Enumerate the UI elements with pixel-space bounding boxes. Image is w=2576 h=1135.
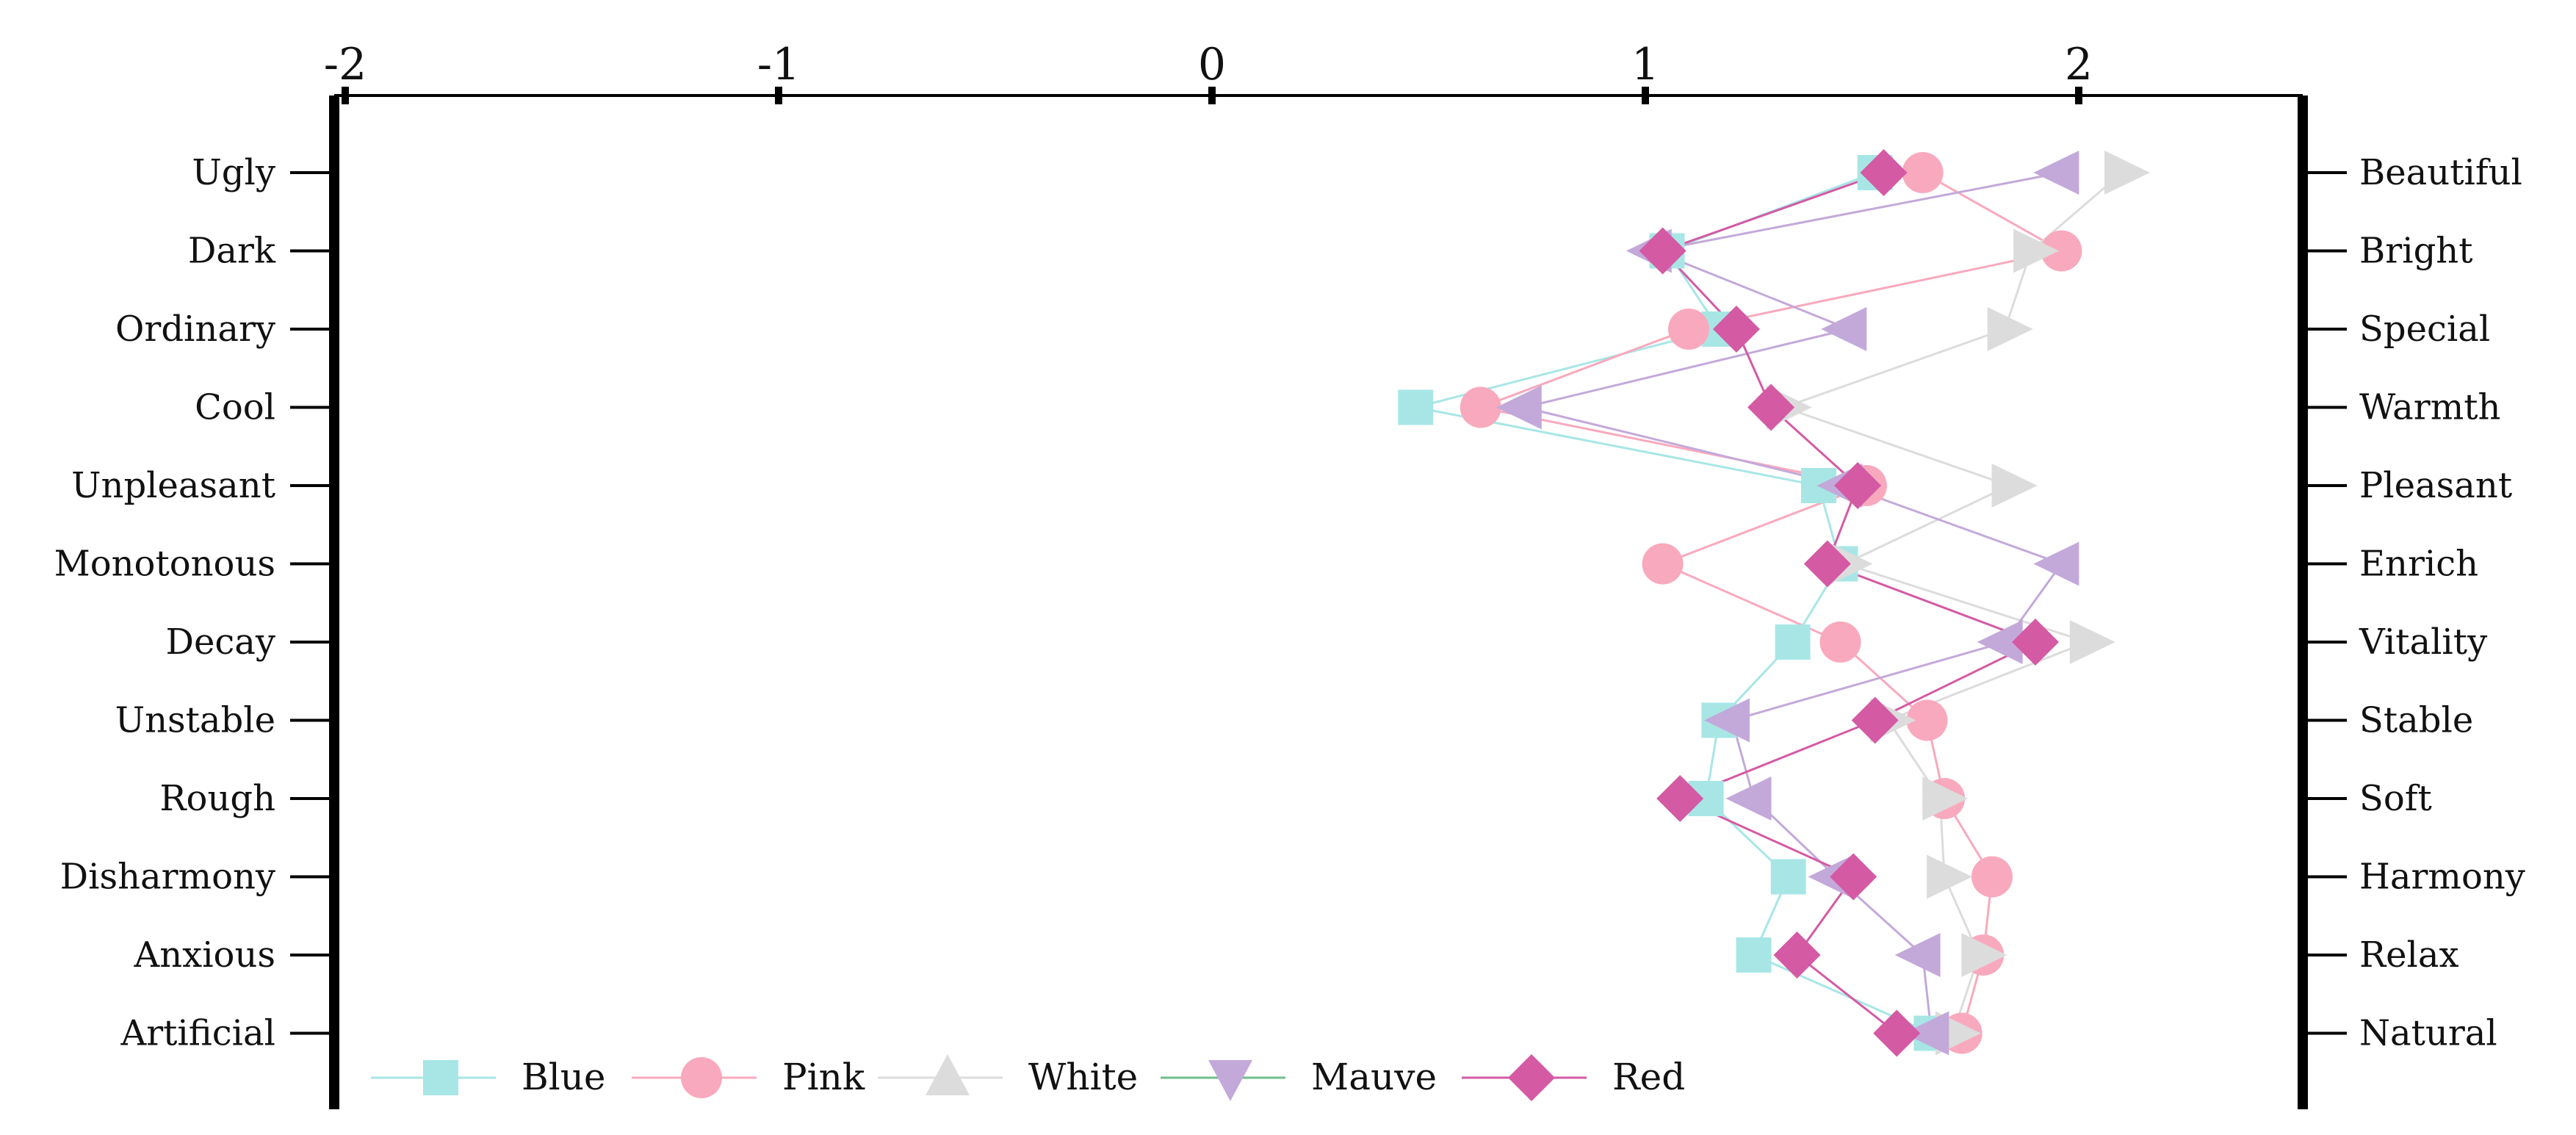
right-category-label: Soft	[2359, 778, 2432, 819]
data-point-white	[2104, 151, 2150, 195]
left-category-label: Ugly	[192, 152, 275, 193]
data-point-white	[1987, 307, 2033, 351]
legend: Blue Pink White Mauve Red	[371, 1054, 1685, 1101]
data-point-mauve	[1894, 933, 1941, 977]
series-line-mauve	[1523, 171, 2063, 1034]
left-category-label: Anxious	[134, 934, 275, 976]
data-point-blue	[1398, 389, 1434, 425]
legend-marker-white	[926, 1054, 970, 1095]
data-point-pink	[1819, 621, 1861, 663]
data-point-blue	[1770, 859, 1806, 895]
data-point-pink	[1971, 856, 2013, 898]
data-point-blue	[1775, 624, 1811, 660]
right-category-label: Bright	[2359, 231, 2473, 272]
legend-marker-blue	[423, 1060, 458, 1095]
left-category-label: Disharmony	[60, 857, 275, 898]
axes: -2 -1 0 1 2 Ugly Dark Ordinary Cool Unpleasant Mon…	[54, 39, 2525, 1109]
data-point-red	[2012, 619, 2059, 666]
data-point-white	[2069, 620, 2115, 664]
data-point-red	[1851, 696, 1899, 744]
data-point-blue	[1736, 937, 1772, 973]
data-point-red	[1639, 227, 1686, 275]
data-point-mauve	[1903, 1011, 1949, 1056]
legend-label-red: Red	[1612, 1056, 1685, 1098]
legend-label-mauve: Mauve	[1311, 1056, 1437, 1098]
legend-label-white: White	[1028, 1056, 1138, 1098]
data-point-pink	[1642, 543, 1684, 585]
left-category-label: Cool	[195, 387, 275, 428]
right-category-label: Natural	[2359, 1013, 2497, 1054]
right-category-label: Harmony	[2359, 857, 2525, 898]
right-category-label: Relax	[2359, 934, 2459, 976]
legend-marker-mauve	[1208, 1060, 1252, 1101]
data-point-pink	[1902, 152, 1944, 193]
series-line-blue	[1415, 171, 1933, 1034]
data-point-red	[1747, 383, 1795, 431]
data-point-white	[1991, 464, 2038, 508]
right-category-label: Beautiful	[2359, 152, 2522, 193]
series-lines	[1415, 171, 2123, 1034]
right-category-label: Warmth	[2359, 387, 2500, 428]
data-point-mauve	[1977, 620, 2023, 664]
data-point-pink	[2041, 230, 2082, 272]
data-point-red	[1773, 932, 1821, 979]
left-category-label: Unstable	[115, 700, 275, 741]
series-line-red	[1660, 171, 2038, 1034]
data-point-mauve	[2033, 541, 2079, 586]
data-point-red	[1656, 775, 1704, 822]
data-point-white	[1922, 777, 1969, 821]
x-tick-label: 0	[1198, 39, 1226, 90]
data-point-mauve	[1821, 307, 1867, 351]
right-category-label: Pleasant	[2359, 465, 2512, 506]
data-point-white	[1961, 933, 2007, 977]
data-point-pink	[1460, 386, 1501, 428]
right-category-label: Enrich	[2359, 544, 2478, 585]
data-point-red	[1803, 540, 1851, 588]
legend-label-blue: Blue	[522, 1056, 606, 1098]
data-point-white	[2013, 228, 2060, 273]
data-point-mauve	[1725, 777, 1772, 821]
x-tick-label: 2	[2065, 39, 2093, 90]
data-point-mauve	[1704, 698, 1750, 743]
series-line-white	[1781, 171, 2123, 1034]
series-line-pink	[1476, 171, 2065, 1034]
data-point-pink	[1668, 309, 1709, 350]
data-point-mauve	[1496, 385, 1542, 430]
legend-marker-pink	[681, 1057, 722, 1098]
left-category-label: Artificial	[120, 1013, 275, 1054]
legend-label-pink: Pink	[782, 1056, 865, 1098]
data-point-pink	[1906, 699, 1948, 741]
data-point-red	[1830, 853, 1877, 901]
data-point-red	[1860, 149, 1908, 196]
right-category-label: Stable	[2359, 700, 2473, 741]
right-category-label: Special	[2359, 309, 2490, 350]
legend-marker-red	[1508, 1054, 1555, 1101]
left-category-label: Decay	[165, 621, 275, 663]
left-category-label: Rough	[159, 778, 275, 819]
x-tick-label: -1	[757, 39, 800, 90]
data-point-red	[1834, 462, 1882, 509]
left-category-label: Monotonous	[54, 544, 275, 585]
x-tick-label: 1	[1631, 39, 1659, 90]
left-category-label: Dark	[188, 231, 276, 272]
x-tick-label: -2	[324, 39, 367, 90]
data-point-white	[1927, 854, 1973, 899]
series-markers	[1398, 149, 2150, 1057]
left-category-label: Ordinary	[115, 309, 275, 350]
right-category-label: Vitality	[2359, 621, 2487, 663]
data-point-red	[1712, 306, 1760, 353]
left-category-label: Unpleasant	[71, 465, 275, 506]
data-point-red	[1873, 1009, 1921, 1057]
data-point-mauve	[2033, 151, 2079, 195]
